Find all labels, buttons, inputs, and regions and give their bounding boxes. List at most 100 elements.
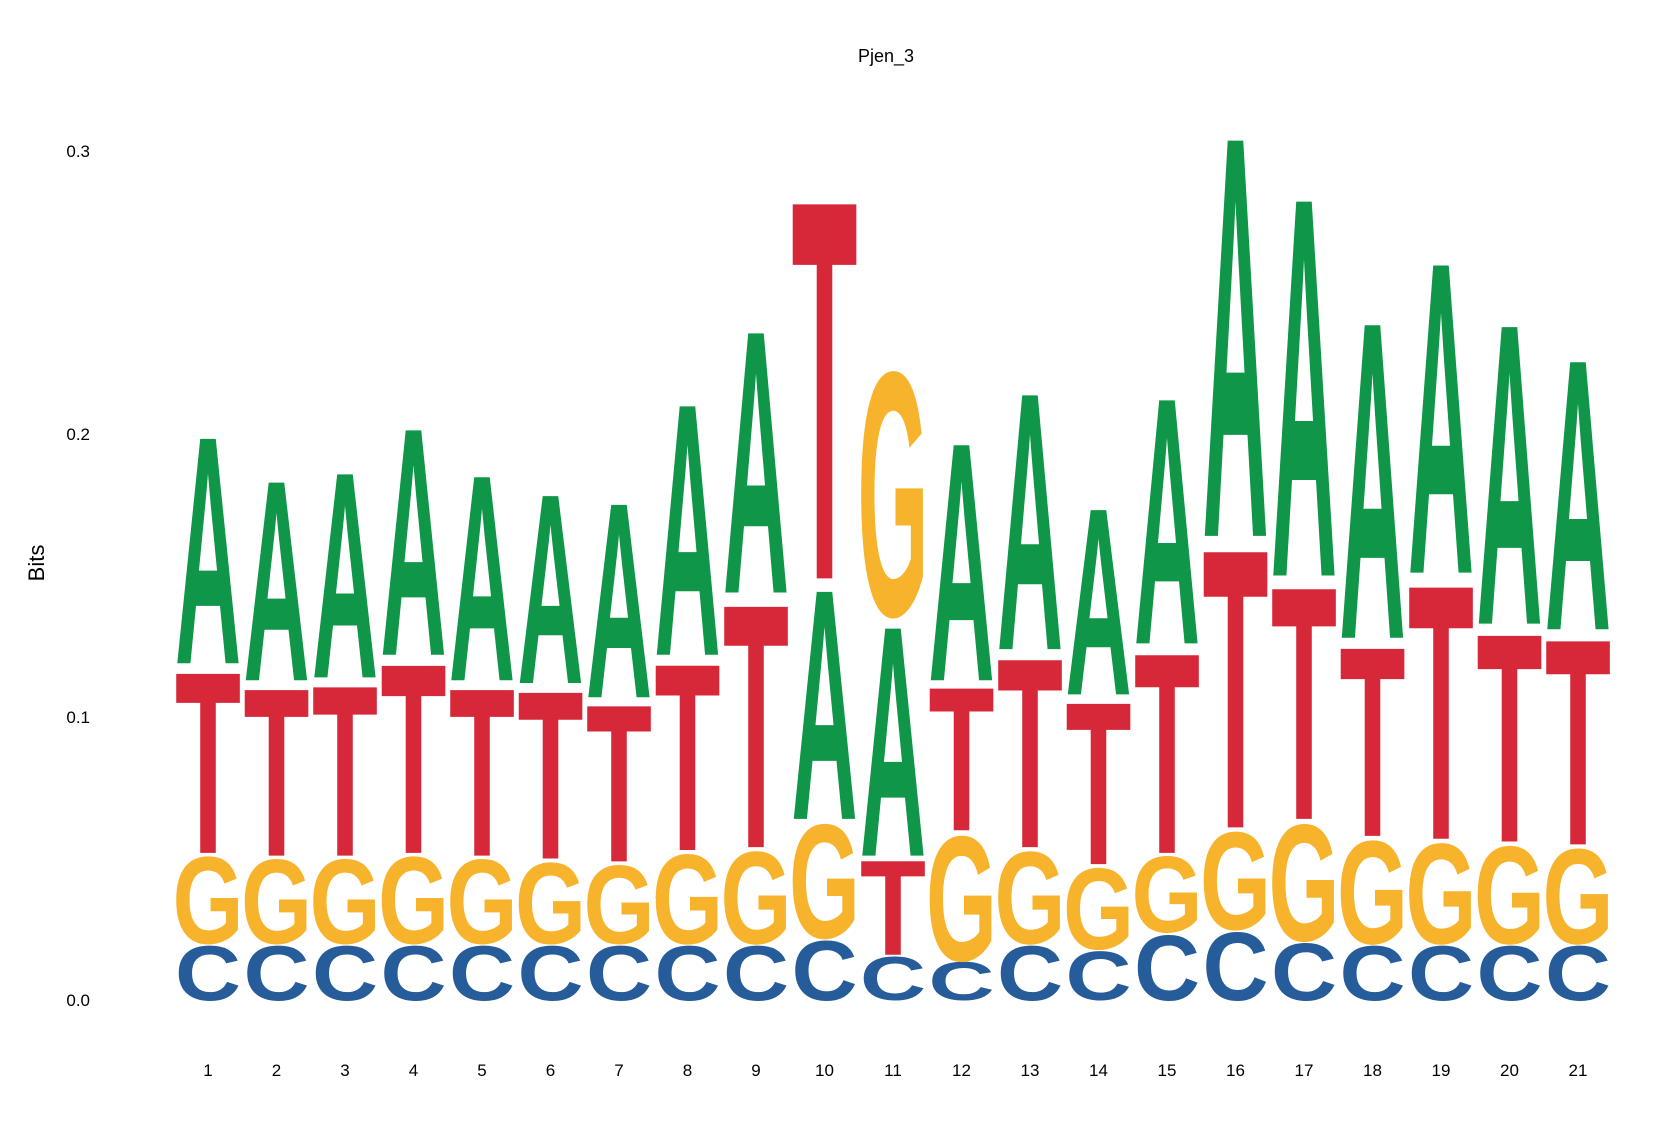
x-tick-label: 6	[546, 1061, 555, 1080]
x-tick-label: 12	[952, 1061, 971, 1080]
logo-letter-g: G	[1200, 804, 1271, 960]
x-tick-label: 18	[1363, 1061, 1382, 1080]
logo-letter-t: T	[381, 607, 447, 911]
logo-letter-t: T	[655, 609, 721, 908]
x-tick-label: 19	[1432, 1061, 1451, 1080]
logo-letter-c: C	[654, 930, 720, 1017]
logo-letter-c: C	[1271, 928, 1337, 1018]
logo-letter-g: G	[926, 801, 997, 1000]
logo-letter-t: T	[792, 87, 858, 695]
x-tick-label: 13	[1021, 1061, 1040, 1080]
logo-letter-a: A	[517, 436, 583, 740]
logo-letter-t: T	[997, 601, 1063, 905]
logo-letter-g: G	[994, 825, 1065, 973]
logo-letter-c: C	[586, 930, 652, 1017]
logo-letter-g: G	[652, 827, 723, 971]
logo-letter-a: A	[654, 328, 720, 731]
x-tick-label: 1	[203, 1061, 212, 1080]
logo-letter-a: A	[1476, 235, 1542, 716]
x-tick-label: 2	[272, 1061, 281, 1080]
logo-letter-a: A	[1339, 227, 1405, 734]
logo-letter-g: G	[172, 832, 243, 971]
logo-letter-a: A	[997, 316, 1063, 728]
logo-letter-t: T	[312, 636, 378, 909]
logo-letter-c: C	[243, 930, 309, 1017]
logo-letter-g: G	[1131, 835, 1202, 956]
logo-letter-t: T	[175, 619, 241, 909]
logo-letter-c: C	[997, 930, 1063, 1017]
logo-letter-t: T	[723, 531, 789, 921]
x-tick-label: 9	[751, 1061, 760, 1080]
logo-letter-c: C	[175, 930, 241, 1017]
letter-stacks: CGTACGTACGTACGTACGTACGTACGTACGTACGTACGAT…	[172, 18, 1613, 1021]
logo-letter-g: G	[1337, 811, 1408, 976]
logo-letter-a: A	[1134, 323, 1200, 719]
logo-letter-c: C	[1545, 930, 1611, 1017]
x-tick-label: 11	[884, 1061, 902, 1080]
logo-letter-a: A	[1065, 453, 1131, 751]
logo-letter-g: G	[1542, 820, 1613, 973]
logo-letter-c: C	[1065, 937, 1131, 1015]
logo-letter-g: G	[1474, 818, 1545, 974]
logo-letter-a: A	[312, 411, 378, 741]
logo-letter-t: T	[1340, 590, 1406, 894]
logo-letter-g: G	[309, 834, 380, 969]
logo-letter-a: A	[1271, 83, 1337, 691]
x-tick-label: 21	[1569, 1061, 1588, 1080]
logo-letter-c: C	[312, 930, 378, 1017]
logo-letter-c: C	[1408, 930, 1474, 1017]
logo-letter-g: G	[720, 825, 791, 973]
x-axis-ticks: 1 2 3 4 5 6 7 8 9 10 11 12 13 14 15 16 17 18 19 20 21	[203, 1061, 1587, 1080]
logo-letter-a: A	[723, 253, 789, 674]
chart-title: Pjen_3	[858, 46, 914, 67]
logo-letter-a: A	[1408, 169, 1474, 668]
logo-letter-a: A	[586, 446, 652, 758]
y-tick-label: 0.2	[66, 425, 90, 444]
logo-letter-c: C	[449, 930, 515, 1017]
x-tick-label: 14	[1089, 1061, 1108, 1080]
y-tick-label: 0.3	[66, 142, 90, 161]
logo-letter-t: T	[929, 644, 995, 874]
logo-letter-a: A	[860, 559, 926, 927]
x-tick-label: 15	[1158, 1061, 1177, 1080]
logo-letter-c: C	[380, 930, 446, 1017]
logo-letter-c: C	[928, 951, 994, 1012]
logo-letter-t: T	[1066, 655, 1132, 914]
y-axis-title: Bits	[24, 545, 49, 582]
logo-letter-a: A	[380, 359, 446, 724]
logo-letter-t: T	[1408, 509, 1474, 917]
logo-letter-g: G	[241, 834, 312, 969]
logo-letter-t: T	[1203, 467, 1269, 913]
x-tick-label: 7	[614, 1061, 623, 1080]
logo-letter-a: A	[928, 371, 994, 752]
logo-letter-t: T	[518, 640, 584, 910]
x-tick-label: 17	[1295, 1061, 1314, 1080]
logo-letter-a: A	[449, 414, 515, 744]
logo-letter-t: T	[1271, 516, 1337, 890]
x-tick-label: 16	[1226, 1061, 1245, 1080]
logo-letter-t: T	[1477, 572, 1543, 906]
logo-letter-t: T	[449, 638, 515, 908]
x-tick-label: 10	[815, 1061, 834, 1080]
logo-letter-t: T	[860, 833, 926, 985]
logo-letter-a: A	[175, 368, 241, 733]
logo-letter-a: A	[243, 421, 309, 742]
logo-letter-c: C	[1134, 915, 1200, 1020]
